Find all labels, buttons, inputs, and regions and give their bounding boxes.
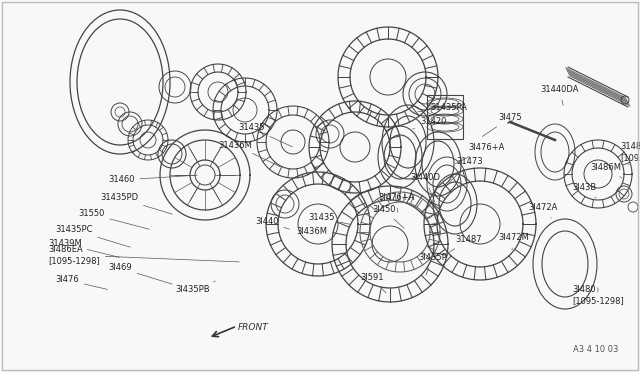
- Text: 31420: 31420: [413, 118, 446, 129]
- Text: 31439M: 31439M: [48, 240, 119, 257]
- Text: 31487: 31487: [447, 235, 482, 253]
- Text: 31473: 31473: [449, 157, 483, 183]
- Text: A3 4 10 03: A3 4 10 03: [573, 345, 618, 354]
- Text: 31460: 31460: [108, 175, 197, 185]
- Text: 3l435PB: 3l435PB: [175, 281, 216, 295]
- Text: 3l440D: 3l440D: [410, 173, 440, 202]
- Text: 3l591: 3l591: [360, 273, 386, 293]
- Text: 3l440: 3l440: [255, 218, 289, 229]
- Text: 3l476+A: 3l476+A: [456, 144, 504, 164]
- Text: 3l475: 3l475: [483, 113, 522, 137]
- Text: 3l436M: 3l436M: [296, 228, 330, 238]
- Text: FRONT: FRONT: [238, 324, 269, 333]
- Text: 31435: 31435: [238, 124, 292, 147]
- Text: 31440DA: 31440DA: [540, 86, 579, 105]
- Text: 3l480
[1095-1298]: 3l480 [1095-1298]: [572, 285, 624, 305]
- Text: 3l486EA
[1095-1298]: 3l486EA [1095-1298]: [48, 245, 239, 265]
- Text: 3l472A: 3l472A: [528, 203, 557, 218]
- Text: 3l43B: 3l43B: [572, 183, 596, 198]
- Text: 31435PC: 31435PC: [55, 225, 131, 247]
- Text: 3l486M: 3l486M: [590, 164, 622, 178]
- Text: 31486E
[1095-1298]: 31486E [1095-1298]: [620, 142, 640, 165]
- Text: 31435: 31435: [308, 214, 350, 224]
- Text: 31435PD: 31435PD: [100, 193, 172, 214]
- Text: 3l450: 3l450: [372, 205, 404, 228]
- Text: 3l476+A: 3l476+A: [378, 193, 414, 212]
- Text: 3l472M: 3l472M: [498, 234, 529, 250]
- Text: 3l469: 3l469: [108, 263, 172, 284]
- Text: 31436M: 31436M: [218, 141, 280, 167]
- Text: 3l476: 3l476: [55, 276, 108, 289]
- Text: 3l435P: 3l435P: [418, 253, 447, 275]
- Text: 31550: 31550: [78, 209, 149, 229]
- Text: 31435PA: 31435PA: [418, 103, 467, 112]
